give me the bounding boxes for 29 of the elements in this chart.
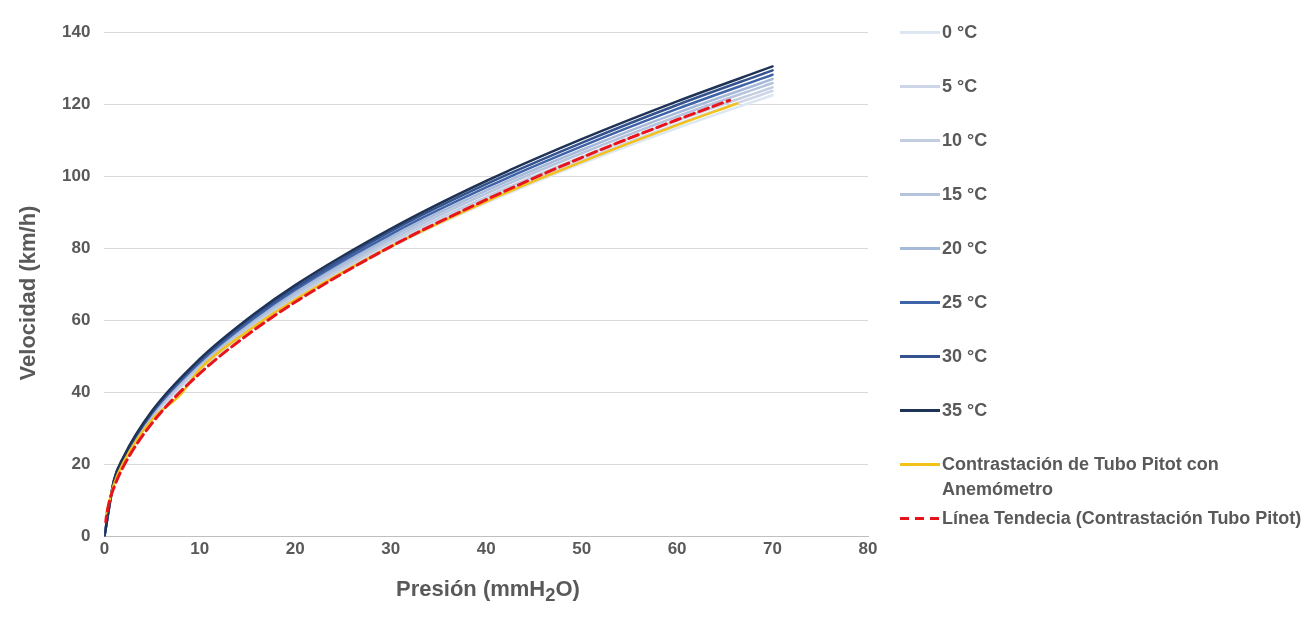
legend-label: 15 °C — [942, 183, 988, 206]
y-tick-label: 80 — [71, 238, 91, 258]
x-tick-label: 40 — [476, 539, 496, 559]
legend-label: 0 °C — [942, 21, 978, 44]
y-tick-label: 140 — [61, 21, 91, 41]
x-tick-label: 80 — [858, 539, 878, 559]
x-tick-label: 10 — [190, 539, 210, 559]
legend-label: 20 °C — [942, 237, 988, 260]
legend-label: 35 °C — [942, 399, 988, 422]
y-tick-label: 20 — [71, 454, 91, 474]
x-tick-label: 50 — [572, 539, 592, 559]
y-tick-label: 60 — [71, 310, 91, 330]
legend-label: 30 °C — [942, 345, 988, 368]
legend-label: Línea Tendecia (Contrastación Tubo Pitot) — [942, 507, 1302, 530]
y-axis-title: Velocidad (km/h) — [15, 205, 41, 381]
x-tick-label: 0 — [99, 539, 110, 559]
y-tick-label: 100 — [61, 166, 91, 185]
legend-label: 10 °C — [942, 129, 988, 152]
legend-label: 5 °C — [942, 75, 978, 98]
x-tick-label: 20 — [285, 539, 305, 559]
legend-label: Contrastación de Tubo Pitot con Anemómetro — [942, 453, 1220, 501]
y-tick-label: 40 — [71, 382, 91, 402]
x-tick-label: 70 — [763, 539, 783, 559]
y-tick-label: 120 — [61, 93, 91, 113]
y-tick-label: 0 — [80, 526, 91, 546]
x-tick-label: 60 — [667, 539, 687, 559]
legend-label: 25 °C — [942, 291, 988, 314]
x-axis-title: Presión (mmH$_{2}$O) — [395, 576, 581, 607]
x-tick-label: 30 — [381, 539, 401, 559]
